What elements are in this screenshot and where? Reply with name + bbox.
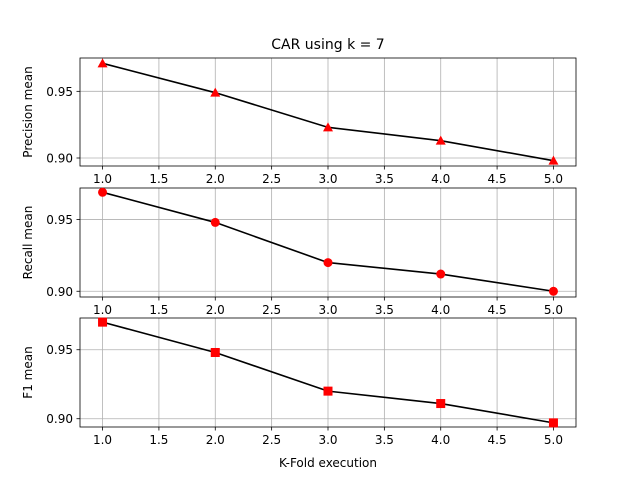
- axes-frame: [79, 187, 577, 298]
- x-tick-label: 5.0: [544, 433, 563, 447]
- x-tick-label: 1.5: [149, 433, 168, 447]
- x-tick-label: 2.5: [262, 172, 281, 186]
- y-tick-label: 0.90: [46, 285, 73, 299]
- x-tick-label: 2.5: [262, 433, 281, 447]
- data-point-square: [210, 347, 220, 357]
- data-point-square: [548, 418, 558, 428]
- x-tick-label: 3.5: [375, 303, 394, 317]
- x-tick-label: 4.5: [488, 172, 507, 186]
- data-point-triangle: [97, 58, 108, 68]
- x-tick-label: 4.5: [488, 433, 507, 447]
- subplot-precision: 1.0 1.5 2.0 2.5 3.0 3.5 4.0 4.5 5.0 0.90 0.95 Preci…: [21, 57, 577, 186]
- x-tick-label: 3.0: [318, 303, 337, 317]
- y-axis-label: F1 mean: [21, 346, 35, 398]
- axes-frame: [79, 317, 577, 428]
- data-point-triangle: [548, 155, 559, 165]
- subplot-f1: 1.0 1.5 2.0 2.5 3.0 3.5 4.0 4.5 5.0 0.90 0.95 F1 me…: [21, 317, 577, 447]
- data-point-square: [436, 399, 446, 409]
- data-point-square: [323, 386, 333, 396]
- x-tick-label: 1.5: [149, 172, 168, 186]
- figure-title: CAR using k = 7: [271, 37, 384, 53]
- x-tick-label: 4.0: [431, 303, 450, 317]
- data-point-circle: [436, 269, 446, 279]
- x-tick-label: 2.0: [206, 303, 225, 317]
- data-point-circle: [548, 286, 558, 296]
- x-tick-label: 3.0: [318, 433, 337, 447]
- x-tick-label: 2.0: [206, 433, 225, 447]
- data-point-circle: [210, 217, 220, 227]
- x-tick-label: 3.0: [318, 172, 337, 186]
- x-tick-label: 1.0: [93, 172, 112, 186]
- data-point-circle: [98, 187, 108, 197]
- x-tick-label: 2.5: [262, 303, 281, 317]
- y-axis-label: Recall mean: [21, 206, 35, 280]
- data-point-square: [98, 317, 108, 327]
- x-tick-label: 5.0: [544, 303, 563, 317]
- data-point-triangle: [323, 122, 333, 132]
- x-tick-label: 4.0: [431, 172, 450, 186]
- y-axis-label: Precision mean: [21, 66, 35, 157]
- x-tick-label: 4.5: [488, 303, 507, 317]
- y-tick-label: 0.95: [46, 213, 73, 227]
- x-tick-label: 1.0: [93, 303, 112, 317]
- x-tick-label: 3.5: [375, 172, 394, 186]
- x-tick-label: 3.5: [375, 433, 394, 447]
- y-tick-label: 0.95: [46, 85, 73, 99]
- x-tick-label: 1.0: [93, 433, 112, 447]
- axes-frame: [79, 57, 577, 167]
- data-point-triangle: [210, 87, 221, 97]
- y-tick-label: 0.90: [46, 152, 73, 166]
- y-tick-label: 0.90: [46, 412, 73, 426]
- x-axis-label: K-Fold execution: [279, 456, 377, 470]
- x-tick-label: 5.0: [544, 172, 563, 186]
- y-tick-label: 0.95: [46, 343, 73, 357]
- subplot-recall: 1.0 1.5 2.0 2.5 3.0 3.5 4.0 4.5 5.0 0.90 0.95 Recal…: [21, 187, 577, 317]
- data-point-circle: [323, 258, 333, 268]
- data-point-triangle: [435, 135, 446, 145]
- x-tick-label: 4.0: [431, 433, 450, 447]
- x-tick-label: 2.0: [206, 172, 225, 186]
- x-tick-label: 1.5: [149, 303, 168, 317]
